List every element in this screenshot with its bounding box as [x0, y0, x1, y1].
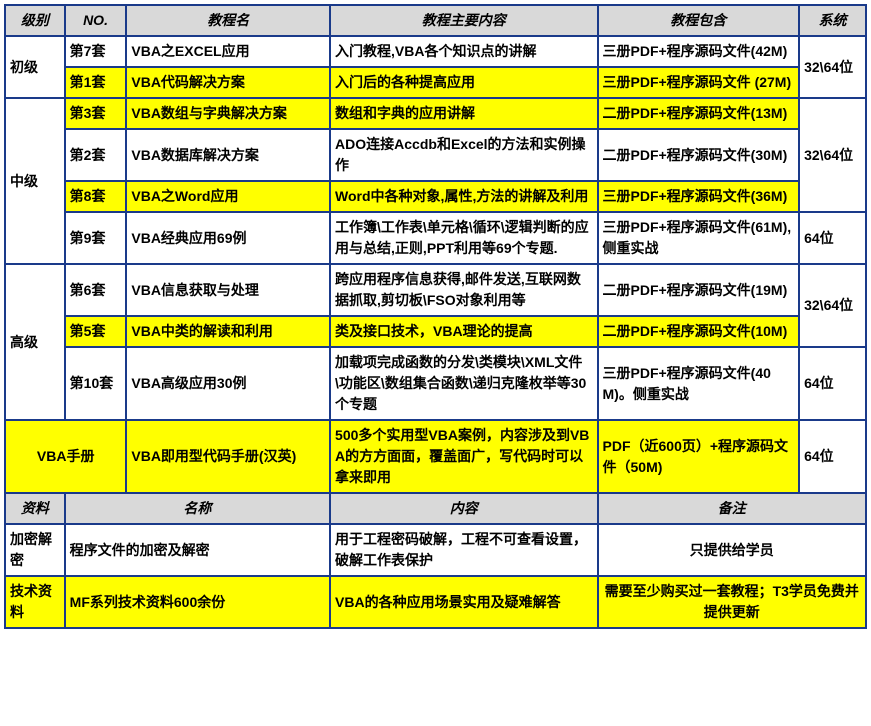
content-cell: 加载项完成函数的分发\类模块\XML文件\功能区\数组集合函数\递归克隆枚举等3…: [330, 347, 597, 420]
hdr2-c1: 资料: [5, 493, 65, 524]
hdr-name: 教程名: [126, 5, 330, 36]
res-c4: 只提供给学员: [598, 524, 867, 576]
sys-cell: 32\64位: [799, 36, 866, 98]
res-c4: 需要至少购买过一套教程；T3学员免费并提供更新: [598, 576, 867, 628]
tutorial-table: 级别NO.教程名教程主要内容教程包含系统初级第7套VBA之EXCEL应用入门教程…: [4, 4, 867, 629]
no-cell: 第5套: [65, 316, 127, 347]
content-cell: 入门教程,VBA各个知识点的讲解: [330, 36, 597, 67]
include-cell: 二册PDF+程序源码文件(13M): [598, 98, 800, 129]
include-cell: 二册PDF+程序源码文件(19M): [598, 264, 800, 316]
manual-name: VBA即用型代码手册(汉英): [126, 420, 330, 493]
manual-include: PDF（近600页）+程序源码文件（50M): [598, 420, 800, 493]
name-cell: VBA经典应用69例: [126, 212, 330, 264]
manual-level: VBA手册: [5, 420, 126, 493]
no-cell: 第9套: [65, 212, 127, 264]
content-cell: 数组和字典的应用讲解: [330, 98, 597, 129]
res-c1: 技术资料: [5, 576, 65, 628]
hdr2-c2: 名称: [65, 493, 330, 524]
no-cell: 第7套: [65, 36, 127, 67]
content-cell: ADO连接Accdb和Excel的方法和实例操作: [330, 129, 597, 181]
hdr2-c4: 备注: [598, 493, 867, 524]
hdr-level: 级别: [5, 5, 65, 36]
content-cell: 入门后的各种提高应用: [330, 67, 597, 98]
no-cell: 第3套: [65, 98, 127, 129]
include-cell: 二册PDF+程序源码文件(30M): [598, 129, 800, 181]
hdr-no: NO.: [65, 5, 127, 36]
no-cell: 第2套: [65, 129, 127, 181]
sys-cell: 64位: [799, 347, 866, 420]
hdr2-c3: 内容: [330, 493, 597, 524]
res-c3: VBA的各种应用场景实用及疑难解答: [330, 576, 597, 628]
include-cell: 三册PDF+程序源码文件(42M): [598, 36, 800, 67]
name-cell: VBA之EXCEL应用: [126, 36, 330, 67]
name-cell: VBA高级应用30例: [126, 347, 330, 420]
hdr-sys: 系统: [799, 5, 866, 36]
name-cell: VBA信息获取与处理: [126, 264, 330, 316]
name-cell: VBA数据库解决方案: [126, 129, 330, 181]
include-cell: 三册PDF+程序源码文件 (27M): [598, 67, 800, 98]
content-cell: 跨应用程序信息获得,邮件发送,互联网数据抓取,剪切板\FSO对象利用等: [330, 264, 597, 316]
include-cell: 二册PDF+程序源码文件(10M): [598, 316, 800, 347]
no-cell: 第8套: [65, 181, 127, 212]
include-cell: 三册PDF+程序源码文件(40M)。侧重实战: [598, 347, 800, 420]
level-cell: 中级: [5, 98, 65, 264]
hdr-include: 教程包含: [598, 5, 800, 36]
level-cell: 高级: [5, 264, 65, 420]
name-cell: VBA数组与字典解决方案: [126, 98, 330, 129]
res-c2: MF系列技术资料600余份: [65, 576, 330, 628]
no-cell: 第1套: [65, 67, 127, 98]
no-cell: 第10套: [65, 347, 127, 420]
sys-cell: 64位: [799, 212, 866, 264]
manual-sys: 64位: [799, 420, 866, 493]
content-cell: 类及接口技术，VBA理论的提高: [330, 316, 597, 347]
no-cell: 第6套: [65, 264, 127, 316]
name-cell: VBA代码解决方案: [126, 67, 330, 98]
include-cell: 三册PDF+程序源码文件(61M),侧重实战: [598, 212, 800, 264]
name-cell: VBA中类的解读和利用: [126, 316, 330, 347]
content-cell: 工作簿\工作表\单元格\循环\逻辑判断的应用与总结,正则,PPT利用等69个专题…: [330, 212, 597, 264]
hdr-content: 教程主要内容: [330, 5, 597, 36]
sys-cell: 32\64位: [799, 98, 866, 212]
res-c1: 加密解密: [5, 524, 65, 576]
level-cell: 初级: [5, 36, 65, 98]
content-cell: Word中各种对象,属性,方法的讲解及利用: [330, 181, 597, 212]
name-cell: VBA之Word应用: [126, 181, 330, 212]
sys-cell: 32\64位: [799, 264, 866, 347]
res-c2: 程序文件的加密及解密: [65, 524, 330, 576]
manual-content: 500多个实用型VBA案例，内容涉及到VBA的方方面面，覆盖面广，写代码时可以拿…: [330, 420, 597, 493]
include-cell: 三册PDF+程序源码文件(36M): [598, 181, 800, 212]
res-c3: 用于工程密码破解，工程不可查看设置，破解工作表保护: [330, 524, 597, 576]
